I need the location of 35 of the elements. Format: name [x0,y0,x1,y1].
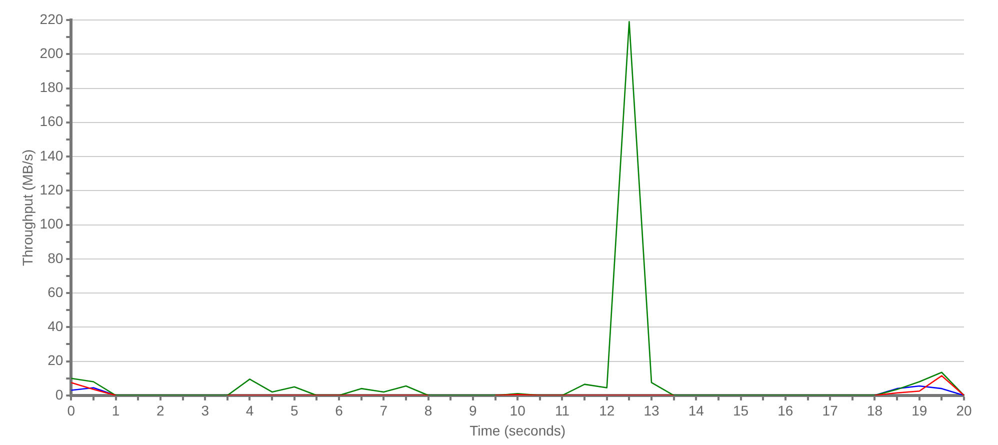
x-tick-label: 1 [112,402,120,419]
y-tick-label: 60 [48,284,64,300]
y-tick-label: 140 [40,147,64,164]
x-tick-label: 19 [912,402,928,419]
x-tick-label: 12 [599,402,615,419]
x-axis-title: Time (seconds) [470,422,566,438]
y-tick-label: 0 [55,386,64,402]
y-tick-label: 120 [40,181,64,198]
x-tick-label: 18 [866,402,883,419]
x-tick-label: 6 [335,402,344,419]
y-tick-label: 220 [40,10,64,27]
y-tick-label: 180 [40,79,64,96]
x-tick-label: 5 [290,402,298,419]
x-tick-label: 10 [510,402,526,419]
x-tick-label: 17 [822,402,838,419]
x-tick-label: 0 [67,402,76,419]
y-tick-label: 100 [40,216,64,232]
y-tick-label: 40 [48,318,64,334]
y-tick-label: 200 [40,44,64,61]
x-tick-label: 16 [778,402,794,419]
x-tick-label: 15 [733,402,749,419]
x-tick-label: 13 [644,402,660,419]
x-tick-label: 7 [380,402,388,419]
x-tick-label: 4 [246,402,254,419]
y-tick-label: 20 [48,352,64,368]
y-tick-label: 160 [40,113,64,130]
x-tick-label: 2 [156,402,165,419]
y-tick-label: 80 [48,250,64,266]
x-tick-label: 14 [688,402,704,419]
y-axis-title: Throughput (MB/s) [19,149,36,266]
x-tick-label: 9 [469,402,478,419]
x-tick-label: 8 [424,402,432,419]
x-tick-label: 20 [956,402,972,419]
x-tick-label: 11 [554,402,570,419]
x-tick-label: 3 [201,402,210,419]
